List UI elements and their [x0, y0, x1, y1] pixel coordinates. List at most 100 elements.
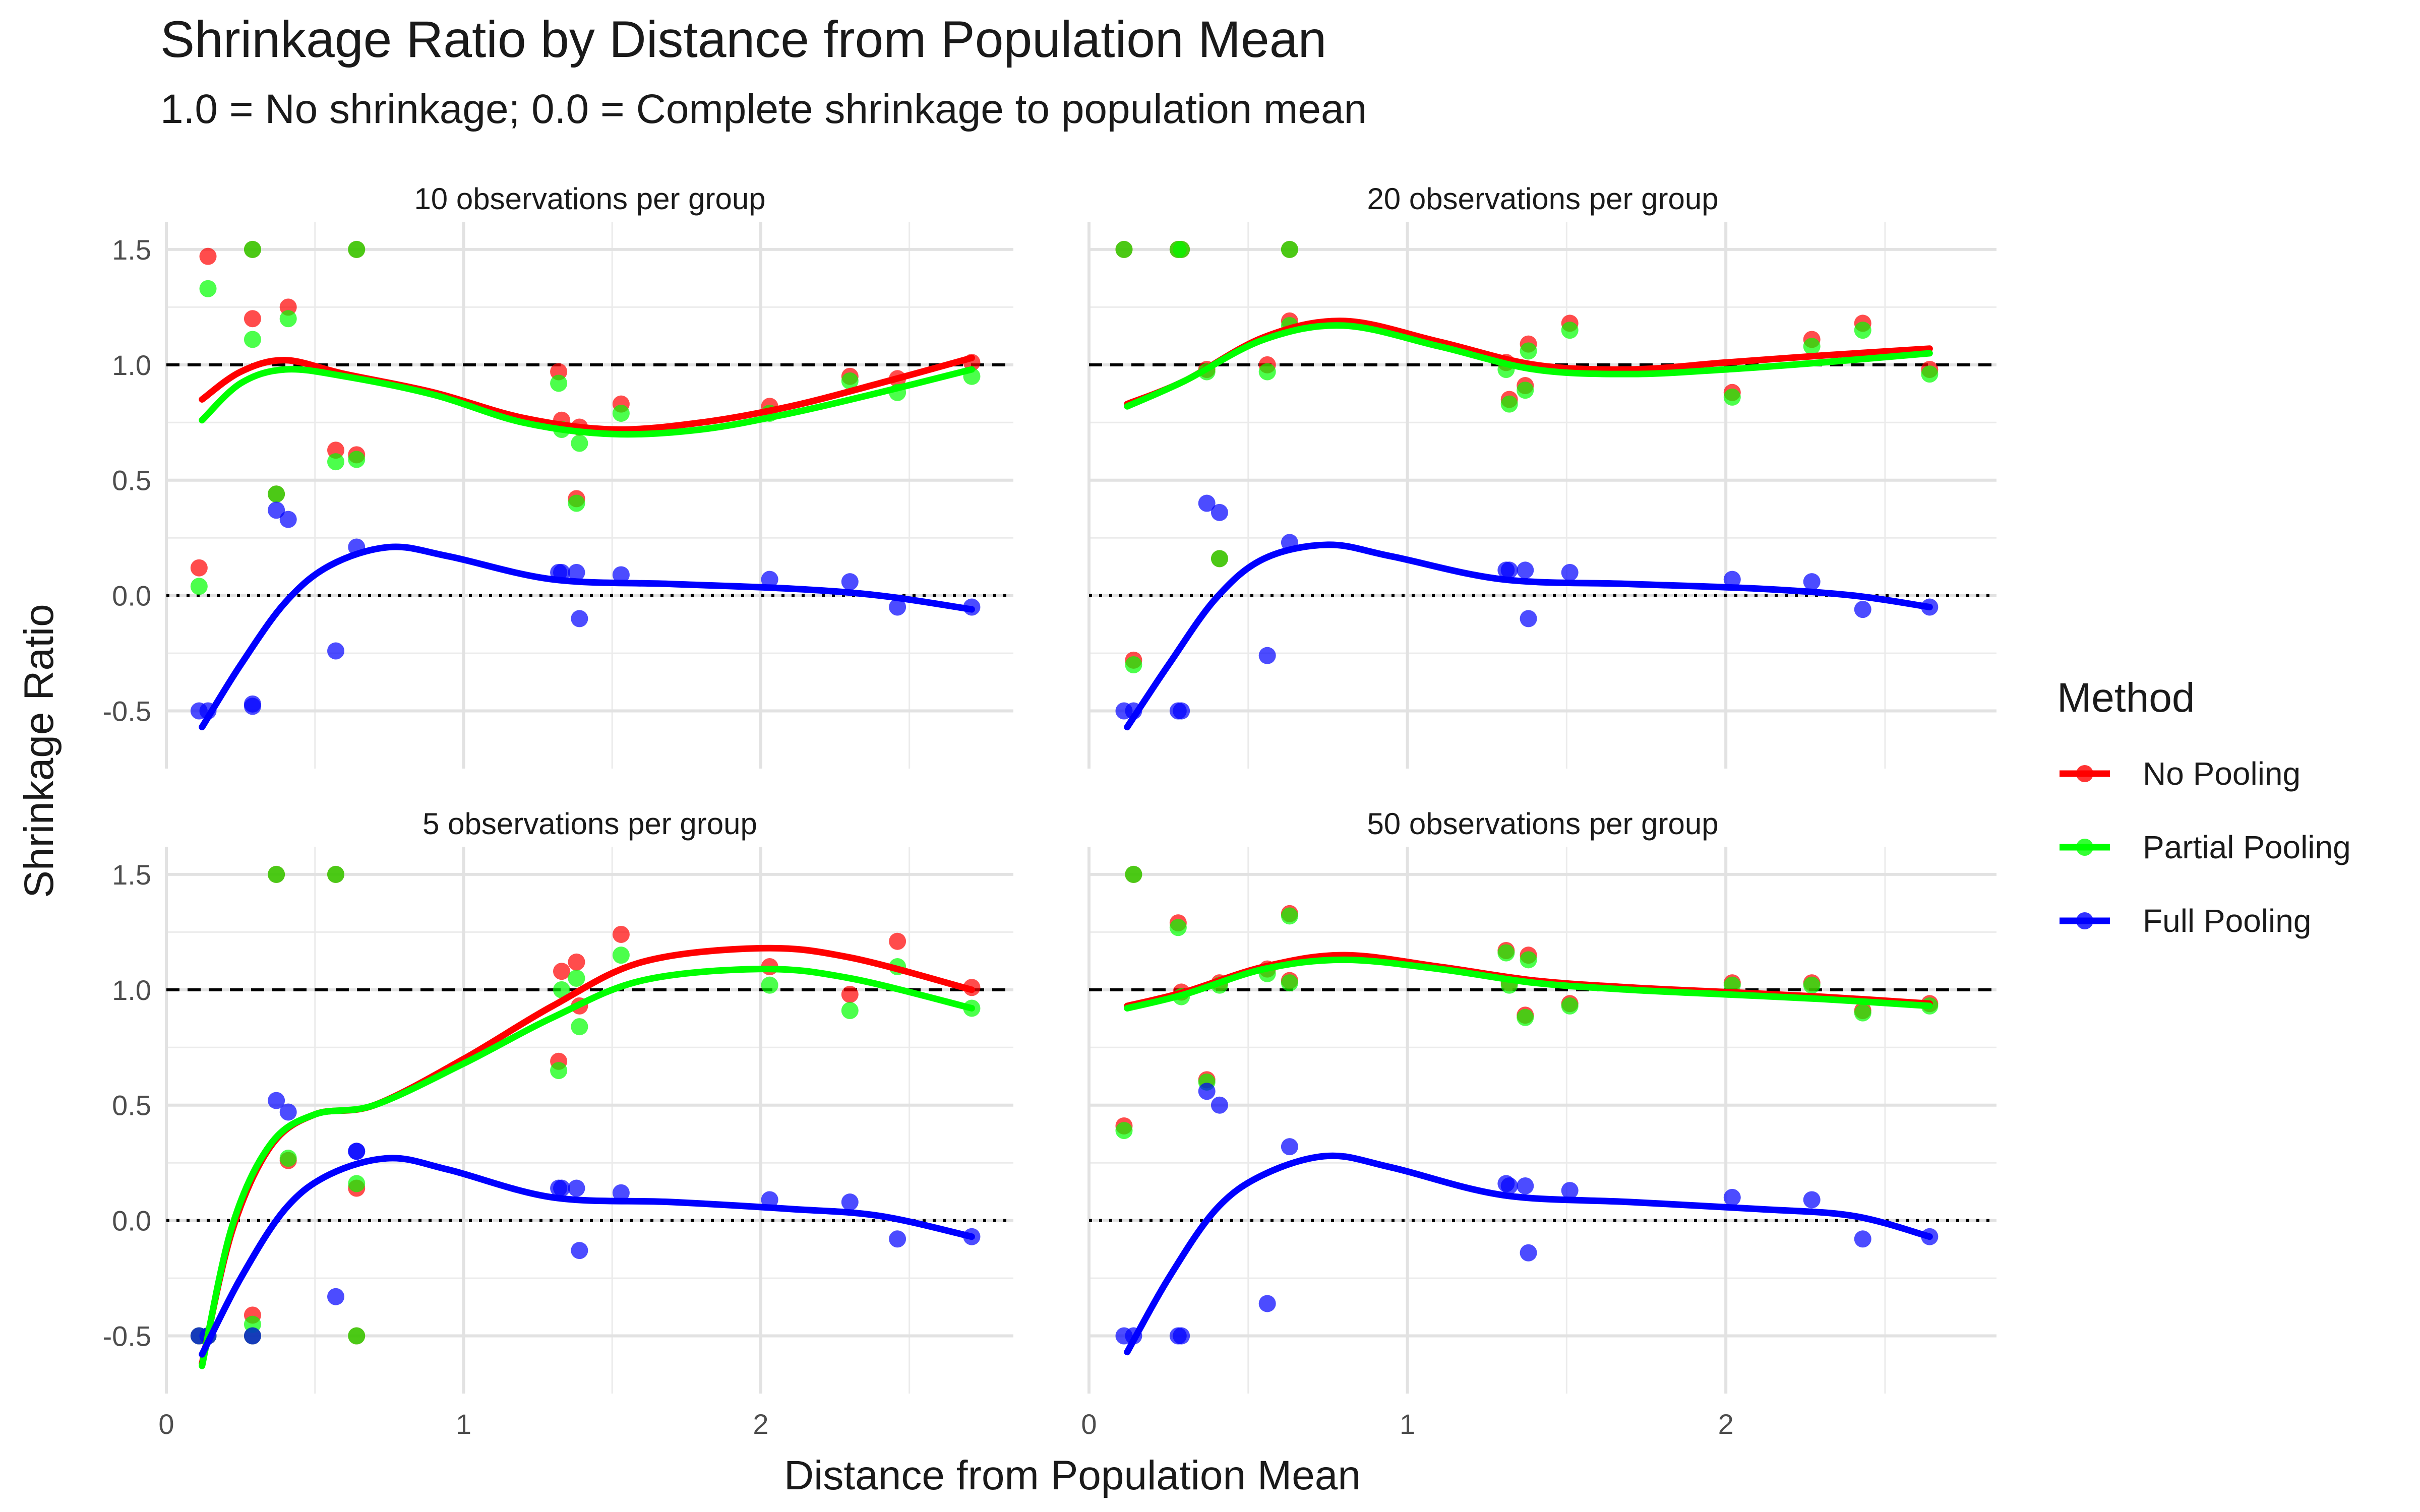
legend-key-point	[2076, 912, 2093, 929]
facet-panel: 10 observations per group -0.5 0.0 0.5 1.0 1.…	[103, 182, 1013, 769]
data-point	[612, 404, 630, 422]
data-point	[1921, 365, 1939, 383]
data-point	[889, 598, 906, 616]
data-point	[1173, 240, 1190, 258]
data-point	[568, 969, 585, 987]
data-point	[279, 1103, 297, 1121]
data-point	[1854, 322, 1871, 339]
data-point	[1169, 919, 1187, 936]
data-point	[553, 1179, 570, 1197]
facet-label: 5 observations per group	[422, 807, 757, 841]
data-point	[841, 1002, 859, 1020]
data-point	[1211, 1096, 1228, 1114]
data-point	[612, 925, 630, 943]
data-point	[761, 1191, 778, 1209]
data-point	[1520, 951, 1537, 969]
data-point	[612, 947, 630, 964]
legend-key-point	[2076, 765, 2093, 782]
data-point	[1803, 976, 1821, 994]
y-tick-label: 0.0	[112, 580, 151, 612]
data-point	[327, 1288, 344, 1305]
data-point	[199, 280, 217, 297]
data-point	[1517, 382, 1534, 399]
x-axis-title: Distance from Population Mean	[784, 1453, 1361, 1498]
data-point	[1173, 702, 1190, 720]
data-point	[1561, 563, 1579, 581]
data-point	[1517, 561, 1534, 579]
data-point	[244, 698, 261, 715]
data-point	[1854, 1230, 1871, 1248]
data-point	[612, 566, 630, 584]
legend-label: Full Pooling	[2143, 903, 2311, 939]
y-axis-title: Shrinkage Ratio	[16, 604, 62, 898]
data-point	[1517, 1009, 1534, 1026]
data-point	[268, 485, 285, 503]
legend-label: No Pooling	[2143, 755, 2301, 792]
data-point	[889, 932, 906, 950]
x-tick-label: 1	[456, 1408, 471, 1440]
data-point	[327, 865, 344, 883]
data-point	[244, 310, 261, 328]
y-tick-label: 0.5	[112, 465, 151, 496]
y-tick-label: 0.5	[112, 1090, 151, 1121]
data-point	[1125, 865, 1142, 883]
data-point	[348, 240, 366, 258]
data-point	[612, 1184, 630, 1202]
data-point	[1723, 388, 1741, 406]
data-point	[1500, 395, 1518, 413]
data-point	[1125, 656, 1142, 673]
data-point	[550, 374, 568, 392]
data-point	[1803, 338, 1821, 355]
data-point	[190, 578, 208, 595]
data-point	[568, 1179, 585, 1197]
data-point	[1520, 610, 1537, 627]
data-point	[571, 434, 588, 452]
data-point	[761, 571, 778, 588]
smooth-line	[1124, 541, 1933, 731]
facet-panel: 5 observations per group -0.5 0.0 0.5 1.0 1.5…	[103, 807, 1013, 1440]
data-point	[1211, 503, 1228, 521]
smooth-line	[199, 543, 975, 731]
data-point	[571, 610, 588, 627]
data-point	[1561, 322, 1579, 339]
data-point	[1854, 1004, 1871, 1022]
data-point	[553, 981, 570, 998]
data-point	[268, 1092, 285, 1109]
y-tick-label: 1.0	[112, 974, 151, 1006]
data-point	[841, 372, 859, 390]
legend-label: Partial Pooling	[2143, 829, 2351, 865]
data-point	[841, 573, 859, 591]
data-point	[244, 240, 261, 258]
facet-label: 20 observations per group	[1367, 182, 1718, 216]
data-point	[1500, 1177, 1518, 1194]
data-point	[348, 1327, 366, 1345]
data-point	[1497, 944, 1515, 962]
data-point	[1115, 1122, 1133, 1140]
panels-layer: 10 observations per group -0.5 0.0 0.5 1.0 1.…	[103, 182, 1996, 1440]
data-point	[279, 310, 297, 328]
y-tick-label: 1.5	[112, 859, 151, 891]
x-tick-label: 2	[753, 1408, 768, 1440]
legend: Method No Pooling Partial Pooling Full Poo…	[2057, 675, 2351, 939]
data-point	[550, 1062, 568, 1080]
legend-title: Method	[2057, 675, 2195, 721]
data-point	[841, 985, 859, 1003]
data-point	[348, 1175, 366, 1192]
x-tick-label: 1	[1400, 1408, 1415, 1440]
data-point	[1211, 550, 1228, 568]
legend-key-point	[2076, 839, 2093, 856]
smooth-line	[1124, 1152, 1933, 1356]
data-point	[568, 494, 585, 512]
x-tick-label: 0	[1081, 1408, 1097, 1440]
data-point	[279, 1150, 297, 1167]
data-point	[348, 1143, 366, 1160]
data-point	[571, 1018, 588, 1036]
facet-label: 50 observations per group	[1367, 807, 1718, 841]
data-point	[553, 963, 570, 980]
smooth-line	[199, 966, 975, 1369]
data-point	[1854, 601, 1871, 618]
data-point	[327, 642, 344, 660]
chart-title: Shrinkage Ratio by Distance from Populat…	[160, 11, 1327, 68]
data-point	[1258, 1295, 1276, 1312]
